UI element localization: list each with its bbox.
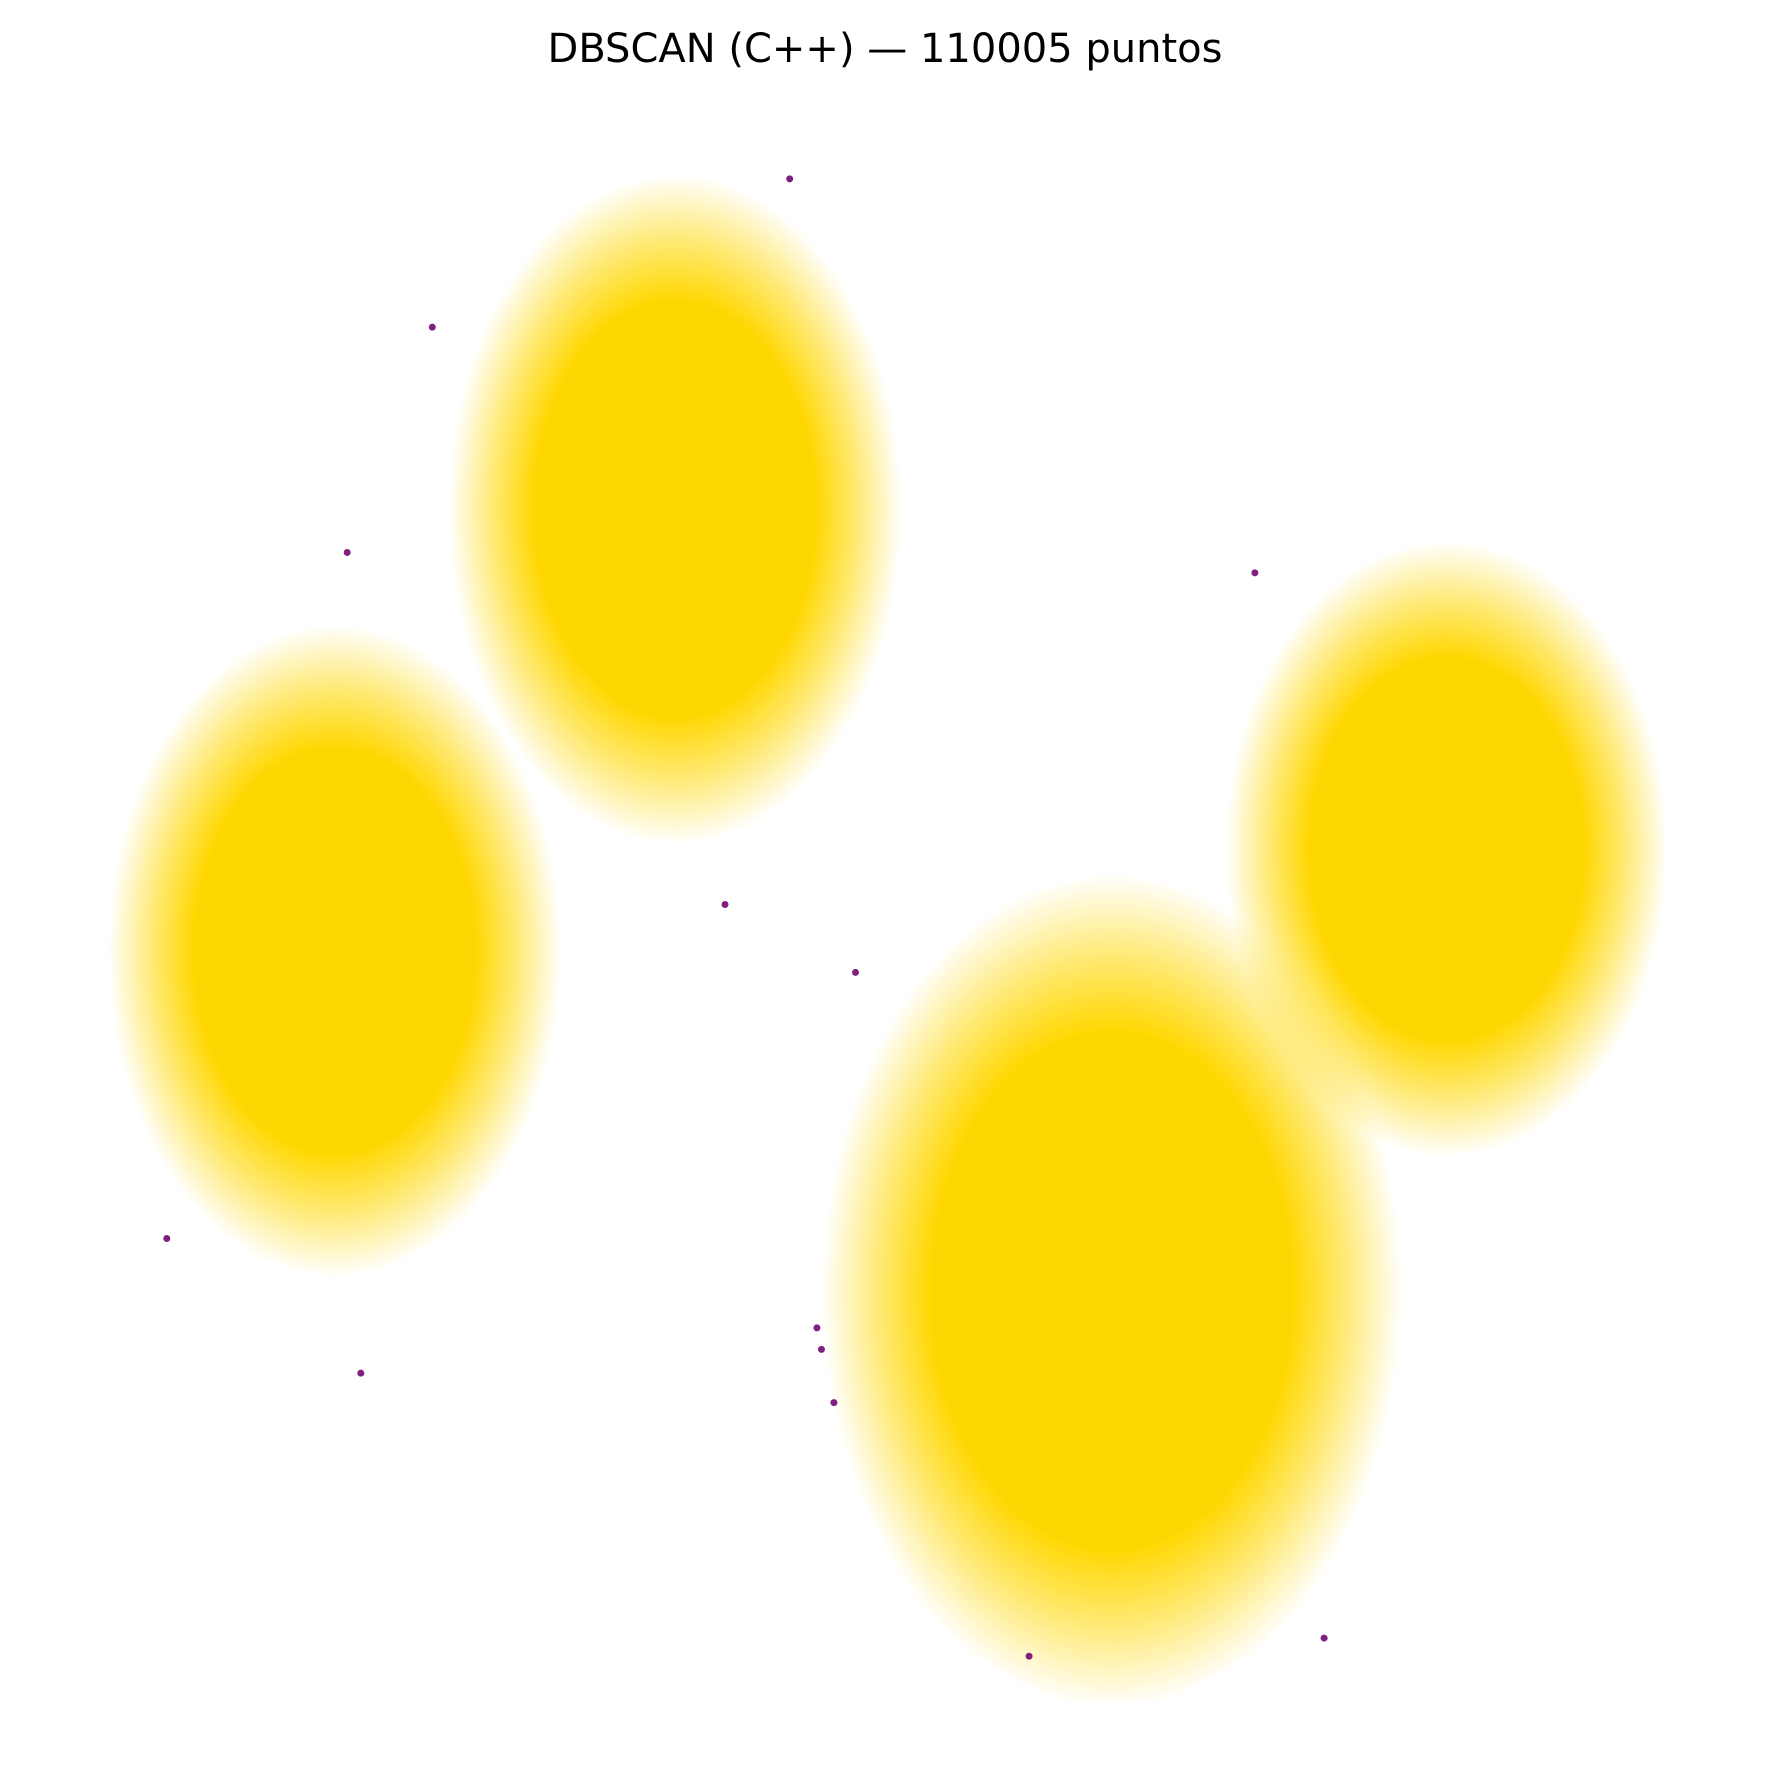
cluster-core [930, 1030, 1294, 1551]
chart-title: DBSCAN (C++) — 110005 puntos [548, 26, 1223, 72]
noise-point [1025, 1652, 1033, 1660]
noise-point [721, 901, 729, 909]
cluster-core [533, 299, 817, 719]
noise-point [357, 1369, 365, 1377]
cluster-core [192, 747, 477, 1155]
noise-point [817, 1345, 825, 1353]
noise-point [852, 968, 859, 976]
noise-point [830, 1399, 838, 1407]
noise-point [1320, 1634, 1328, 1642]
noise-point [428, 323, 436, 331]
noise-point [813, 1324, 821, 1332]
noise-point [163, 1234, 171, 1242]
cluster-core [1308, 656, 1586, 1042]
noise-point [343, 548, 351, 556]
noise-point [1251, 569, 1259, 577]
noise-point [786, 175, 794, 183]
